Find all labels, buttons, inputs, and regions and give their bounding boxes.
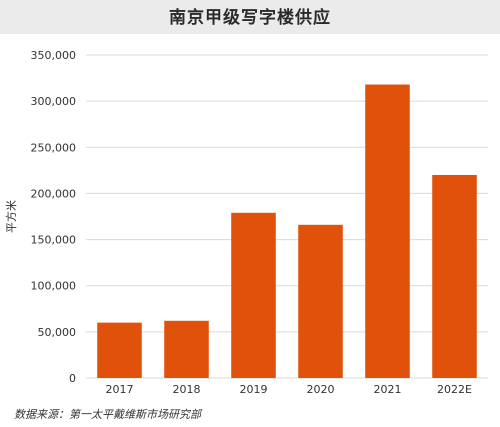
x-tick-label: 2018 [173, 383, 201, 396]
x-tick-label: 2021 [374, 383, 402, 396]
x-tick-label: 2020 [307, 383, 335, 396]
x-tick-label: 2019 [240, 383, 268, 396]
chart-title: 南京甲级写字楼供应 [169, 8, 331, 28]
y-tick-label: 0 [69, 372, 76, 385]
y-tick-label: 100,000 [31, 280, 77, 293]
bar-2019 [231, 212, 276, 378]
source-note: 数据来源：第一太平戴维斯市场研究部 [14, 408, 201, 421]
y-tick-label: 350,000 [31, 49, 77, 62]
bar-2018 [164, 320, 209, 378]
bar-2022E [432, 174, 477, 378]
title-bar [0, 0, 500, 34]
y-tick-label: 200,000 [31, 187, 77, 200]
y-tick-label: 250,000 [31, 141, 77, 154]
x-tick-label: 2022E [437, 383, 472, 396]
y-axis-label: 平方米 [4, 200, 18, 233]
bar-2020 [298, 224, 343, 378]
y-tick-label: 150,000 [31, 234, 77, 247]
y-tick-label: 50,000 [38, 326, 77, 339]
bar-2017 [97, 322, 142, 378]
y-tick-label: 300,000 [31, 95, 77, 108]
bar-2021 [365, 84, 410, 378]
x-tick-label: 2017 [106, 383, 134, 396]
